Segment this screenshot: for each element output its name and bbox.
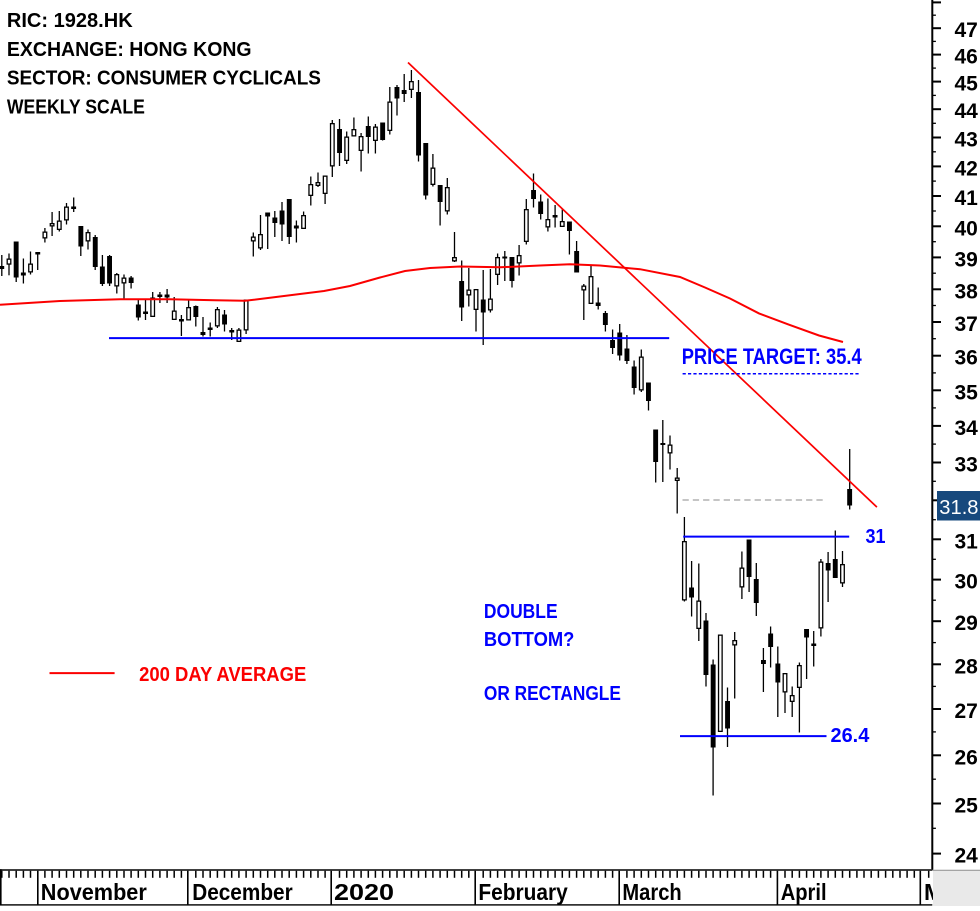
svg-text:38: 38 <box>955 280 979 303</box>
svg-text:RIC: 1928.HK: RIC: 1928.HK <box>7 10 133 32</box>
svg-text:44: 44 <box>955 100 979 123</box>
svg-text:43: 43 <box>955 129 978 152</box>
svg-text:40: 40 <box>955 217 978 240</box>
svg-text:26: 26 <box>955 746 978 769</box>
svg-text:26.4: 26.4 <box>831 725 871 747</box>
svg-text:30: 30 <box>955 571 978 594</box>
svg-text:41: 41 <box>955 187 979 210</box>
svg-text:February: February <box>478 879 568 905</box>
svg-text:33: 33 <box>955 454 978 477</box>
svg-text:200 DAY AVERAGE: 200 DAY AVERAGE <box>139 664 306 686</box>
svg-text:36: 36 <box>955 347 978 370</box>
svg-text:27: 27 <box>955 700 978 723</box>
svg-text:March: March <box>622 879 681 905</box>
svg-text:SECTOR: CONSUMER CYCLICALS: SECTOR: CONSUMER CYCLICALS <box>7 68 321 90</box>
svg-text:BOTTOM?: BOTTOM? <box>484 629 575 651</box>
svg-text:28: 28 <box>955 655 979 678</box>
svg-text:DOUBLE: DOUBLE <box>484 601 558 623</box>
svg-text:45: 45 <box>955 73 979 96</box>
svg-text:29: 29 <box>955 612 978 635</box>
svg-text:November: November <box>41 879 147 905</box>
svg-text:31: 31 <box>866 526 886 548</box>
svg-text:47: 47 <box>955 19 978 42</box>
svg-text:December: December <box>192 879 293 905</box>
svg-text:PRICE TARGET: 35.4: PRICE TARGET: 35.4 <box>682 344 863 369</box>
svg-text:31: 31 <box>955 530 979 553</box>
svg-text:EXCHANGE: HONG KONG: EXCHANGE: HONG KONG <box>7 39 252 61</box>
svg-text:WEEKLY SCALE: WEEKLY SCALE <box>7 97 145 119</box>
svg-text:39: 39 <box>955 248 978 271</box>
svg-text:37: 37 <box>955 313 978 336</box>
svg-text:OR RECTANGLE: OR RECTANGLE <box>484 683 621 705</box>
svg-text:35: 35 <box>955 381 979 404</box>
svg-text:34: 34 <box>955 417 979 440</box>
svg-text:25: 25 <box>955 795 979 818</box>
svg-text:April: April <box>781 879 827 905</box>
svg-text:42: 42 <box>955 157 978 180</box>
svg-text:46: 46 <box>955 46 978 69</box>
svg-text:24: 24 <box>955 845 979 868</box>
svg-text:31.8: 31.8 <box>939 497 978 519</box>
svg-text:2020: 2020 <box>334 879 394 905</box>
